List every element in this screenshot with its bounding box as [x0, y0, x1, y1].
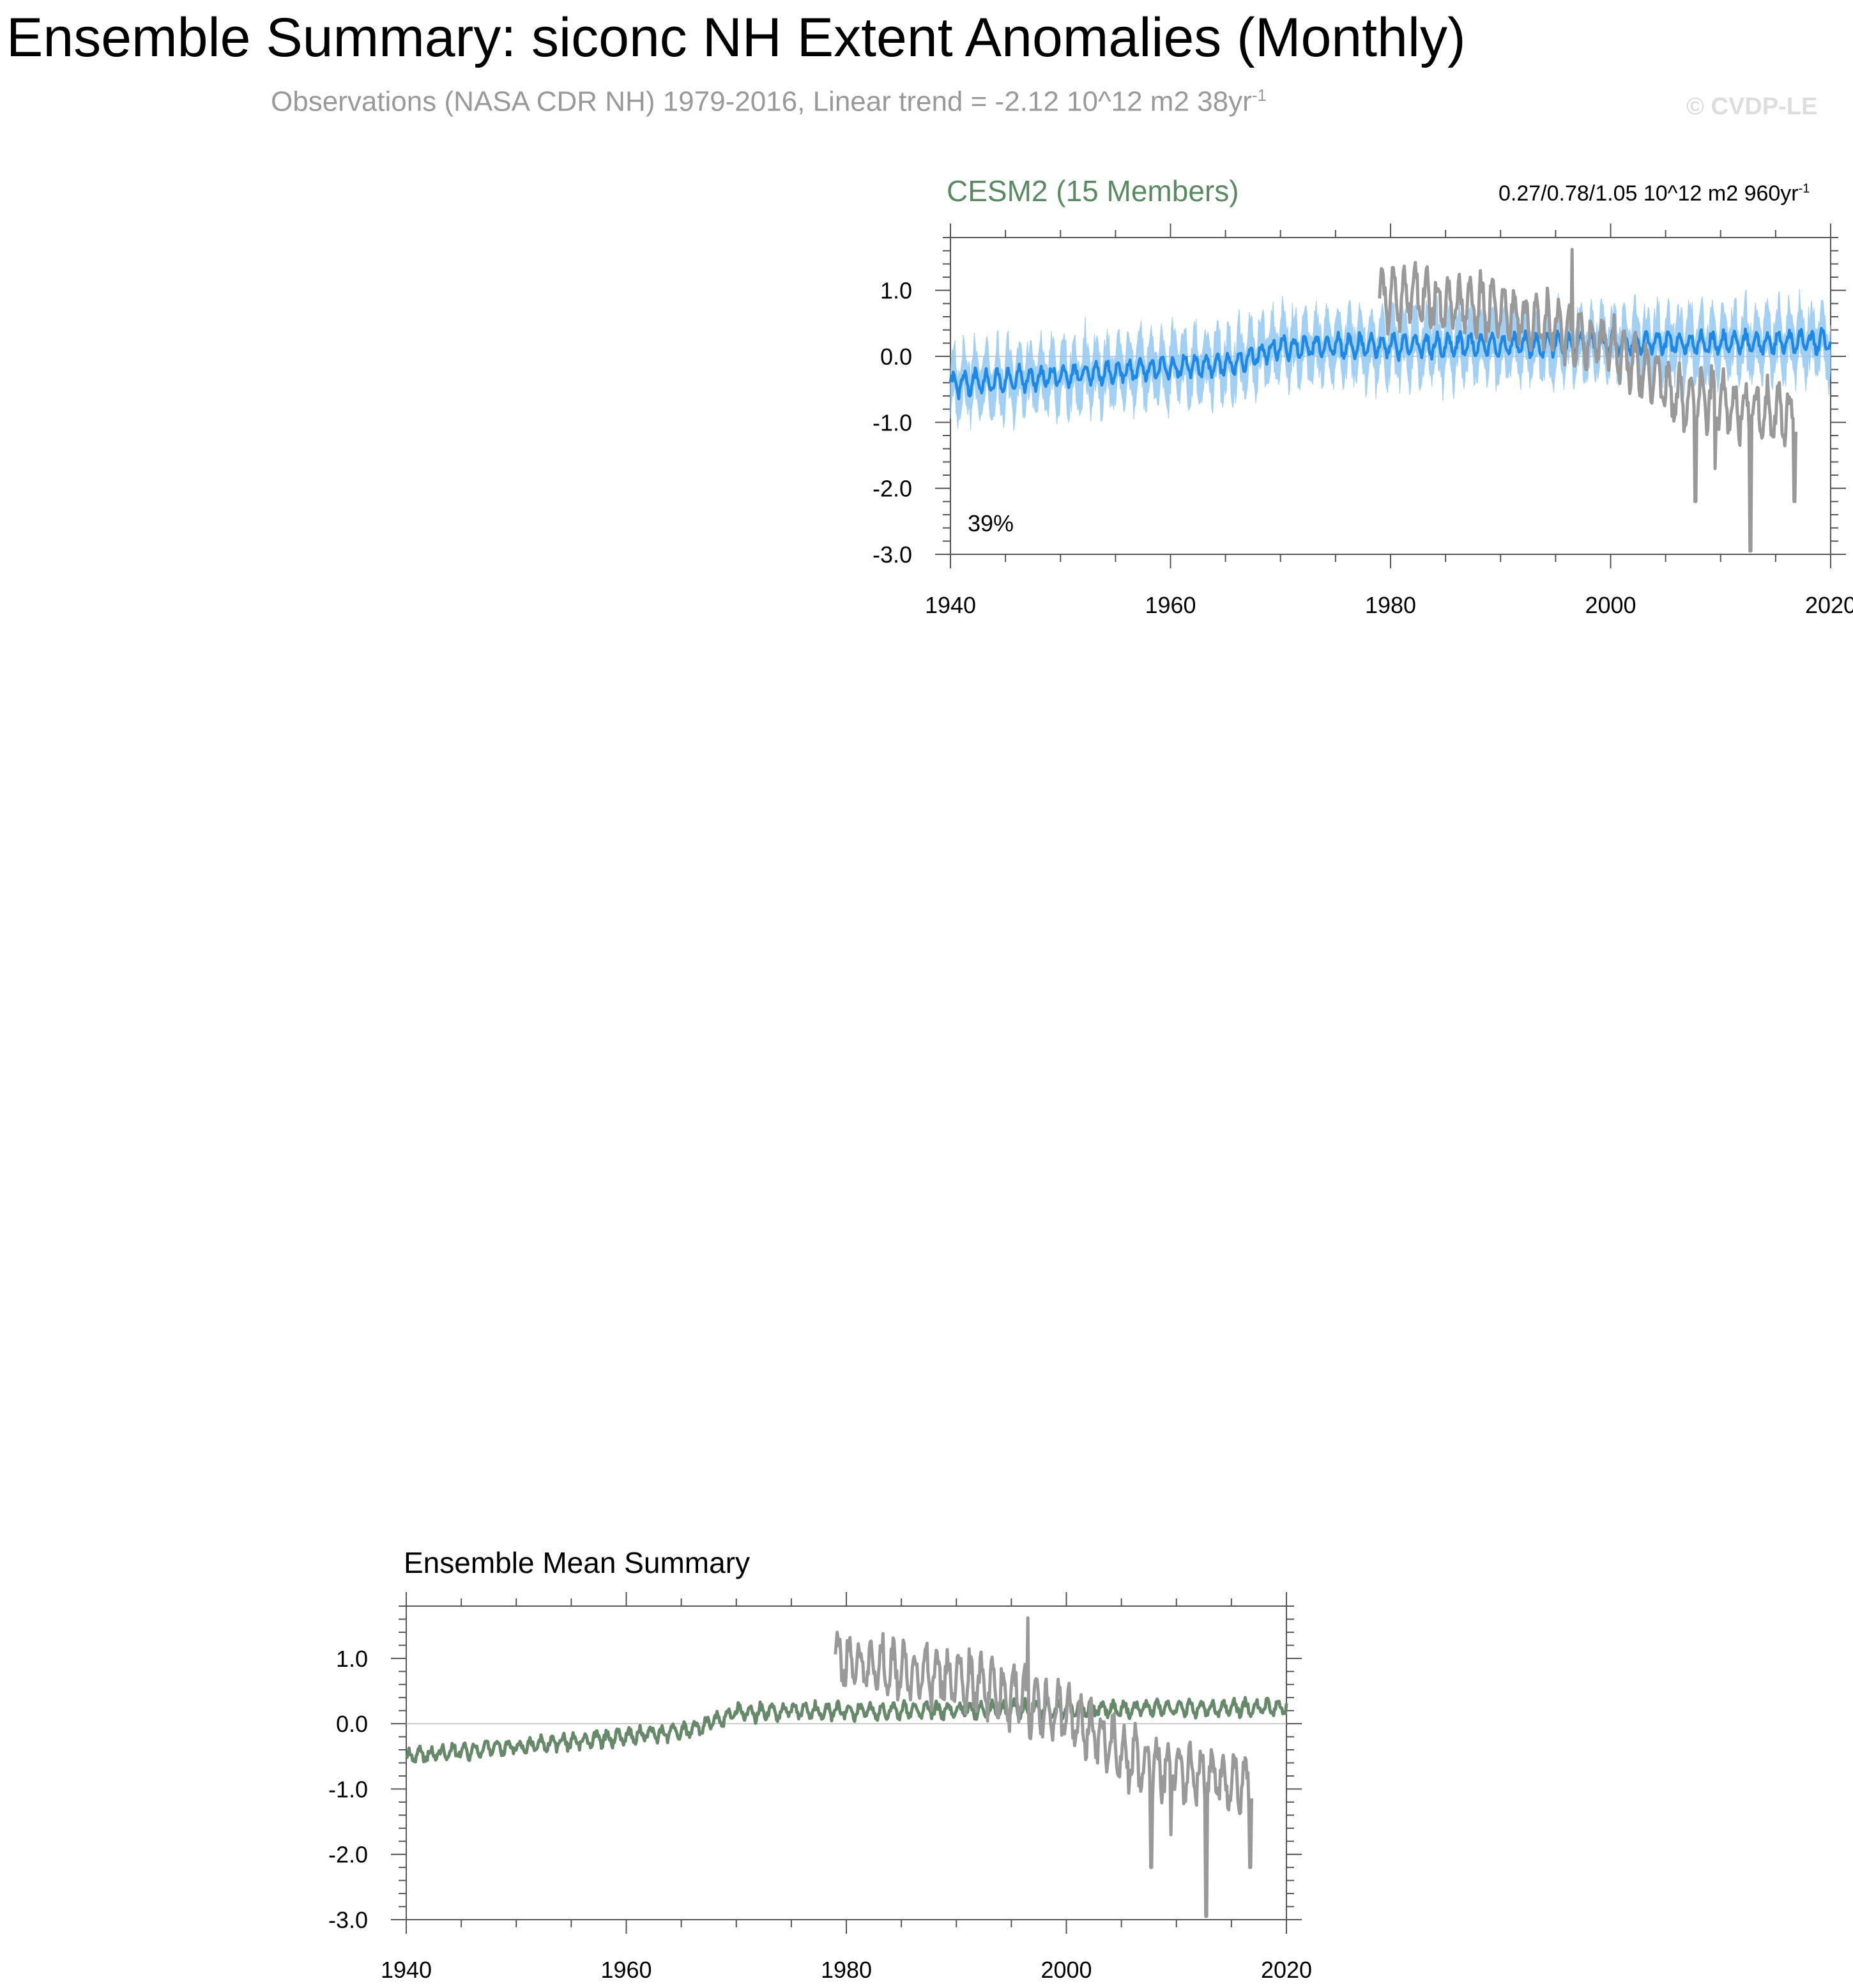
ensemble-mean-panel-y-tick-label: -3.0	[328, 1907, 368, 1933]
cesm2-panel-x-tick-label: 2000	[1585, 592, 1636, 618]
observations-subtitle-exponent: -1	[1251, 86, 1267, 105]
cesm2-panel-x-tick-label: 2020	[1805, 592, 1853, 618]
ensemble-mean-panel-y-tick-label: 0.0	[336, 1711, 368, 1737]
ensemble-mean-panel-y-tick-label: -1.0	[328, 1776, 368, 1802]
ensemble-mean-panel-x-tick-label: 1940	[381, 1957, 432, 1983]
ensemble-mean-panel: 1940 1960 1980 2000 2020 1.0 0.0 -1.0 -2.0 -3.0	[328, 1592, 1312, 1983]
observations-subtitle: Observations (NASA CDR NH) 1979-2016, Li…	[271, 86, 1267, 118]
cesm2-panel-title: CESM2 (15 Members)	[947, 174, 1239, 208]
ensemble-mean-panel-x-tick-label: 1980	[821, 1957, 872, 1983]
copyright-label: © CVDP-LE	[1686, 93, 1818, 120]
ensemble-mean-panel-y-tick-label: 1.0	[336, 1646, 368, 1672]
cesm2-panel-x-tick-label: 1960	[1145, 592, 1196, 618]
ensemble-mean-panel-x-tick-label: 2000	[1041, 1957, 1092, 1983]
cesm2-panel-y-tick-label: -1.0	[873, 409, 912, 436]
cesm2-panel-x-tick-label: 1940	[925, 592, 976, 618]
cesm2-panel-ensemble-mean-line	[949, 326, 1833, 400]
ensemble-mean-panel-y-tick-label: -2.0	[328, 1842, 368, 1868]
cesm2-trend-label: 0.27/0.78/1.05 10^12 m2 960yr-1	[1498, 181, 1810, 206]
cesm2-panel-y-tick-label: -2.0	[873, 476, 912, 502]
page-title: Ensemble Summary: siconc NH Extent Anoma…	[6, 7, 1466, 68]
cesm2-panel-y-tick-label: 0.0	[880, 344, 912, 370]
cesm2-trend-text: 0.27/0.78/1.05 10^12 m2 960yr	[1498, 181, 1799, 206]
ensemble-mean-panel-x-tick-label: 2020	[1261, 1957, 1312, 1983]
observations-subtitle-text: Observations (NASA CDR NH) 1979-2016, Li…	[271, 86, 1252, 118]
cesm2-panel-x-tick-label: 1980	[1365, 592, 1416, 618]
cesm2-panel-y-tick-label: -3.0	[873, 542, 912, 568]
ensemble-mean-panel-x-tick-label: 1960	[600, 1957, 652, 1983]
cesm2-panel-percentile-annotation: 39%	[968, 510, 1014, 536]
ensemble-mean-panel-title: Ensemble Mean Summary	[404, 1546, 750, 1579]
cesm2-panel-y-tick-label: 1.0	[880, 278, 912, 304]
cesm2-panel-observations-line	[1378, 248, 1797, 553]
cesm2-panel: 1940 1960 1980 2000 2020 1.0 0.0 -1.0 -2.0 -3.0 39…	[873, 224, 1853, 618]
cesm2-trend-exponent: -1	[1798, 181, 1810, 196]
ensemble-mean-panel-observations-line	[834, 1616, 1253, 1918]
ensemble-mean-panel-ensemble-mean-line	[405, 1696, 1288, 1764]
cesm2-panel-member-spread	[950, 289, 1831, 431]
